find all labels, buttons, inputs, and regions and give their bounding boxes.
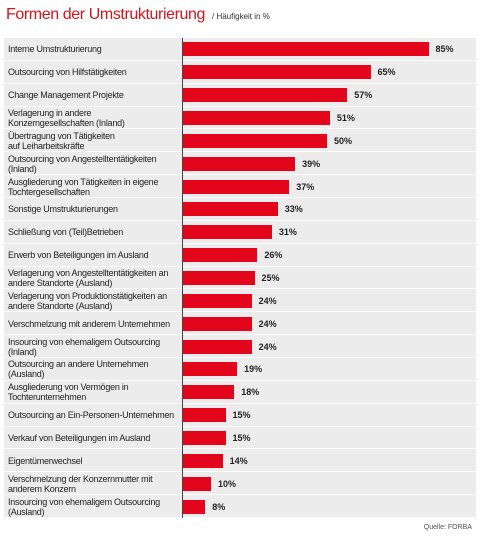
row-separator — [4, 495, 476, 518]
category-label: Sonstige Umstrukturierungen — [8, 204, 118, 215]
value-label: 10% — [218, 478, 237, 489]
row-separator — [4, 358, 476, 381]
bar — [182, 42, 429, 57]
value-label: 8% — [212, 501, 226, 512]
value-label: 51% — [336, 113, 355, 123]
category-label: Outsourcing an Ein-Personen-Unternehmen — [8, 410, 174, 421]
value-label: 15% — [232, 410, 251, 421]
row-separator — [4, 289, 476, 313]
bar — [182, 133, 327, 148]
row-separator — [4, 335, 476, 358]
value-label: 85% — [435, 44, 454, 55]
value-label: 39% — [302, 158, 321, 169]
bar — [182, 408, 226, 423]
category-label: Outsourcing von Hilfstätigkeiten — [8, 67, 127, 78]
value-label: 65% — [377, 67, 396, 78]
category-label: Verschmelzung mit anderem Unternehmen — [8, 318, 170, 329]
bar — [182, 431, 226, 445]
bar — [182, 179, 290, 194]
axis-line — [182, 38, 183, 518]
bar — [182, 202, 278, 217]
category-label: Verlagerung von Angestelltentätigkeiten … — [8, 267, 169, 288]
bar — [182, 65, 371, 80]
category-label: Insourcing von ehemaligem Outsourcing (I… — [8, 336, 160, 357]
bar — [182, 339, 252, 354]
value-label: 37% — [296, 181, 315, 192]
row-separator — [4, 244, 476, 267]
chart-subtitle: / Häufigkeit in % — [212, 12, 270, 21]
row-separator — [4, 381, 476, 404]
category-label: Verlagerung in andere Konzerngesellschaf… — [8, 107, 125, 128]
value-label: 19% — [244, 364, 263, 375]
row-separator — [4, 152, 476, 176]
bar — [182, 499, 206, 514]
row-separator — [4, 107, 476, 130]
category-label: Übertragung von Tätigkeiten auf Leiharbe… — [8, 130, 115, 151]
row-separator — [4, 221, 476, 244]
category-label: Schließung von (Teil)Betrieben — [8, 227, 124, 238]
bar — [182, 88, 348, 103]
bar — [182, 362, 238, 377]
value-label: 15% — [232, 433, 251, 443]
bar — [182, 156, 296, 171]
bar — [182, 111, 330, 125]
category-label: Erwerb von Beteiligungen im Ausland — [8, 250, 149, 261]
category-label: Insourcing von ehemaligem Outsourcing (A… — [8, 496, 160, 517]
value-label: 50% — [334, 135, 353, 146]
value-label: 31% — [278, 227, 297, 238]
value-label: 18% — [241, 387, 260, 398]
bar — [182, 271, 255, 285]
category-label: Verlagerung von Produktionstätigkeiten a… — [8, 290, 167, 311]
row-separator — [4, 129, 476, 153]
chart-title: Formen der Umstrukturierung — [6, 6, 206, 23]
bar — [182, 293, 252, 308]
category-label: Outsourcing an andere Unternehmen (Ausla… — [8, 359, 149, 380]
category-label: Change Management Projekte — [8, 90, 124, 101]
bar — [182, 225, 272, 240]
category-label: Outsourcing von Angestelltentätigkeiten … — [8, 153, 157, 174]
category-label: Interne Umstrukturierung — [8, 44, 102, 55]
row-separator — [4, 38, 476, 61]
value-label: 24% — [258, 295, 277, 306]
row-separator — [4, 198, 476, 221]
bar — [182, 453, 223, 468]
category-label: Eigentümerwechsel — [8, 455, 83, 466]
bar — [182, 385, 235, 400]
row-separator — [4, 427, 476, 450]
row-separator — [4, 404, 476, 427]
value-label: 33% — [284, 204, 303, 215]
bar — [182, 316, 252, 331]
category-label: Verschmelzung der Konzernmutter mit ande… — [8, 473, 153, 494]
value-label: 24% — [258, 318, 277, 329]
value-label: 14% — [229, 455, 248, 466]
row-separator — [4, 267, 476, 290]
bar — [182, 476, 211, 491]
value-label: 26% — [264, 250, 283, 261]
row-separator — [4, 175, 476, 198]
value-label: 57% — [354, 90, 373, 101]
row-separator — [4, 449, 476, 473]
row-separator — [4, 84, 476, 107]
value-label: 25% — [261, 273, 280, 283]
bar — [182, 248, 258, 263]
plot-area: Interne Umstrukturierung 85% Outsourcing v… — [4, 38, 476, 518]
row-separator — [4, 312, 476, 336]
row-separator — [4, 472, 476, 496]
category-label: Ausgliederung von Tätigkeiten in eigene … — [8, 176, 159, 197]
value-label: 24% — [258, 341, 277, 352]
category-label: Verkauf von Beteiligungen im Ausland — [8, 432, 151, 443]
source-note: Quelle: FORBA — [423, 524, 472, 531]
row-separator — [4, 61, 476, 84]
category-label: Ausgliederung von Vermögen in Tochterunt… — [8, 382, 129, 403]
